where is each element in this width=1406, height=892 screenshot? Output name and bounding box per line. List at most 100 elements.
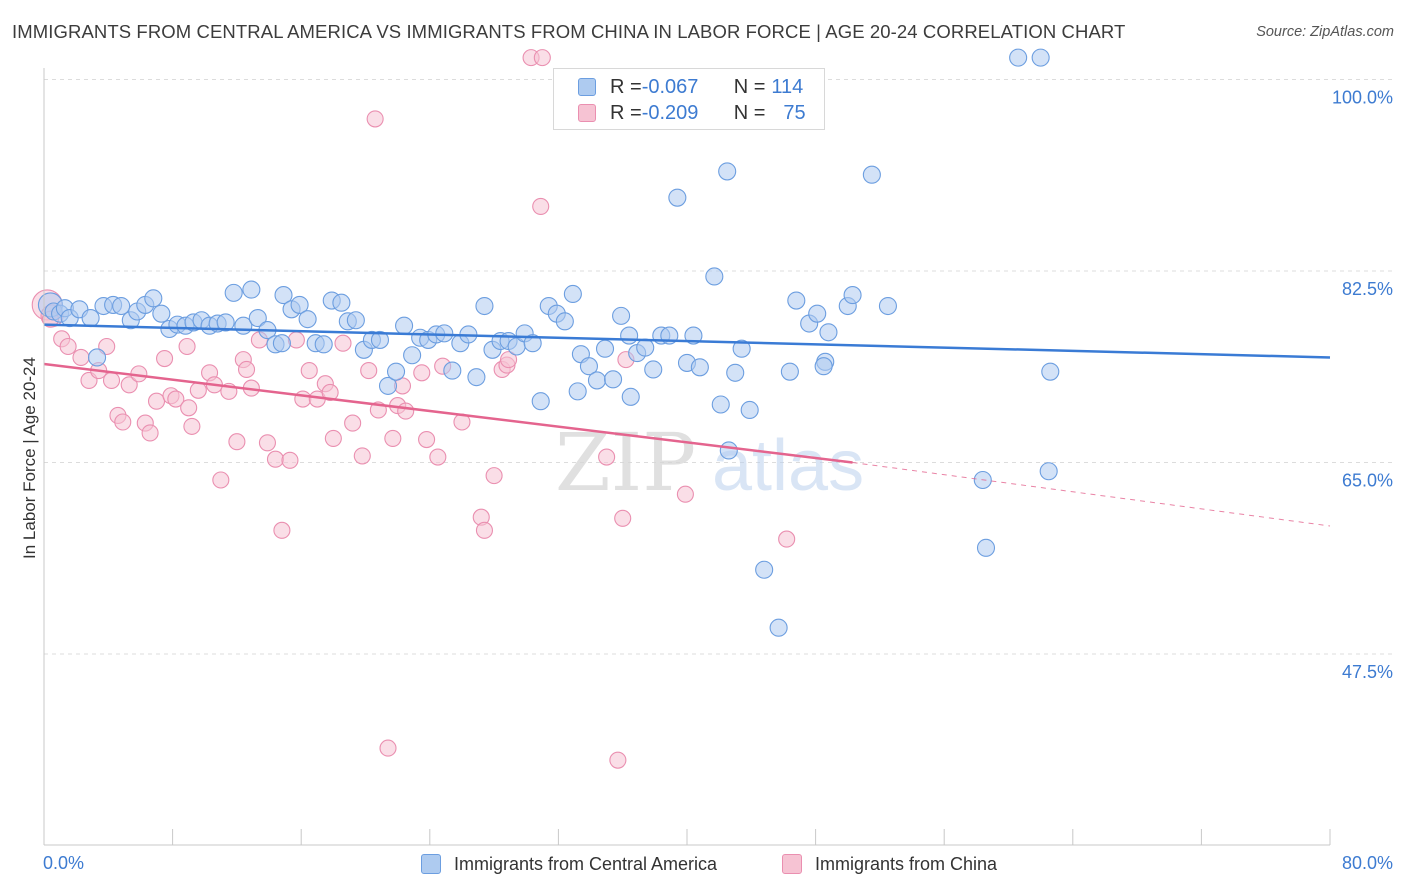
- china-point: [475, 521, 494, 539]
- central-america-point: [386, 362, 406, 381]
- china-point: [366, 110, 384, 128]
- china-point: [533, 49, 551, 67]
- central-america-point: [555, 312, 574, 331]
- central-america-point: [152, 304, 171, 323]
- central-america-point: [568, 382, 587, 401]
- central-america-point: [523, 334, 542, 353]
- china-point: [294, 390, 312, 408]
- china-point: [120, 376, 138, 394]
- china-point: [334, 334, 352, 352]
- central-america-point: [475, 296, 494, 316]
- central-america-point: [272, 334, 291, 353]
- watermark-zip: ZIP: [555, 416, 696, 509]
- china-point: [379, 739, 397, 757]
- central-america-swatch-icon: [578, 78, 596, 96]
- china-point: [114, 413, 132, 431]
- china-point: [287, 331, 305, 349]
- y-tick-label: 82.5%: [1342, 279, 1393, 299]
- chart-title: IMMIGRANTS FROM CENTRAL AMERICA VS IMMIG…: [12, 21, 1126, 42]
- china-point: [598, 448, 616, 466]
- central-america-point: [732, 339, 751, 358]
- china-point: [614, 509, 632, 527]
- central-america-point: [690, 358, 709, 377]
- correlation-legend: R = -0.067 N = 114 R = -0.209 N = 75: [553, 68, 825, 130]
- china-point: [167, 390, 185, 408]
- central-america-point: [370, 330, 390, 349]
- y-tick-label: 47.5%: [1342, 662, 1393, 682]
- central-america-point: [711, 395, 730, 414]
- china-point: [59, 337, 77, 356]
- china-point: [273, 521, 291, 539]
- china-point: [180, 399, 198, 417]
- x-tick-label: 0.0%: [43, 853, 84, 873]
- china-point: [300, 362, 318, 380]
- trend-lines-layer: [43, 323, 1331, 527]
- legend-row-china: R = -0.209 N = 75: [578, 102, 806, 124]
- y-tick-label: 65.0%: [1342, 471, 1393, 491]
- central-america-point: [81, 309, 100, 328]
- watermark-layer: ZIP atlas: [555, 416, 864, 509]
- central-america-point: [636, 338, 655, 357]
- china-point: [178, 337, 196, 356]
- central-america-point: [443, 361, 462, 380]
- central-america-point: [314, 335, 333, 354]
- china-point: [429, 448, 447, 466]
- legend-r-value: -0.067: [641, 75, 699, 98]
- china-point: [212, 471, 230, 489]
- china-point: [102, 371, 121, 389]
- china-point: [258, 434, 276, 452]
- china-point: [500, 351, 518, 369]
- china-point: [676, 485, 694, 503]
- china-point: [321, 383, 339, 402]
- central-america-point: [346, 311, 365, 330]
- watermark-atlas: atlas: [712, 426, 864, 506]
- central-america-point: [1039, 462, 1058, 481]
- central-america-point: [144, 289, 163, 308]
- bottom-legend-label: Immigrants from China: [815, 853, 998, 874]
- central-america-point: [1041, 362, 1060, 381]
- china-point: [413, 364, 431, 382]
- central-america-point: [1031, 48, 1050, 67]
- legend-r-label: R =: [610, 75, 642, 98]
- central-america-point: [87, 348, 107, 367]
- central-america-point: [719, 441, 738, 460]
- central-america-point: [224, 283, 243, 302]
- china-point: [141, 424, 159, 442]
- china-point: [778, 530, 796, 548]
- y-tick-label: 100.0%: [1332, 88, 1393, 108]
- legend-r-value: -0.209: [641, 101, 699, 124]
- central-america-point: [862, 165, 881, 184]
- central-america-point: [274, 286, 293, 305]
- bottom-legend-china: Immigrants from China: [782, 852, 997, 876]
- legend-n-label: N =: [733, 101, 766, 124]
- central-america-point: [298, 310, 317, 329]
- central-america-point: [740, 400, 759, 420]
- china-trend-extension: [852, 462, 1331, 527]
- central-america-point: [403, 346, 422, 365]
- central-america-point: [332, 293, 351, 312]
- central-america-point: [248, 309, 267, 328]
- central-america-point: [819, 323, 838, 342]
- x-tick-label: 80.0%: [1342, 853, 1393, 873]
- central-america-point: [787, 291, 806, 310]
- central-america-trend-line: [43, 323, 1331, 359]
- central-america-point: [808, 304, 827, 323]
- legend-n-value: 114: [771, 75, 804, 98]
- central-america-point: [814, 357, 833, 376]
- central-america-point: [112, 296, 131, 316]
- china-point: [353, 447, 371, 465]
- bottom-legend-label: Immigrants from Central America: [454, 853, 718, 874]
- central-america-point: [467, 368, 486, 387]
- china-point: [237, 360, 256, 379]
- central-america-point: [755, 560, 774, 579]
- central-america-point: [604, 370, 623, 389]
- central-america-point: [595, 339, 615, 358]
- china-swatch-icon: [782, 854, 802, 874]
- central-america-point: [612, 306, 631, 325]
- central-america-point: [620, 326, 639, 345]
- axis-layer: 47.5% 65.0% 82.5% 100.0% 0.0% 80.0%: [43, 68, 1393, 873]
- central-america-point: [668, 188, 687, 207]
- central-america-point: [216, 313, 235, 332]
- china-point: [344, 414, 362, 432]
